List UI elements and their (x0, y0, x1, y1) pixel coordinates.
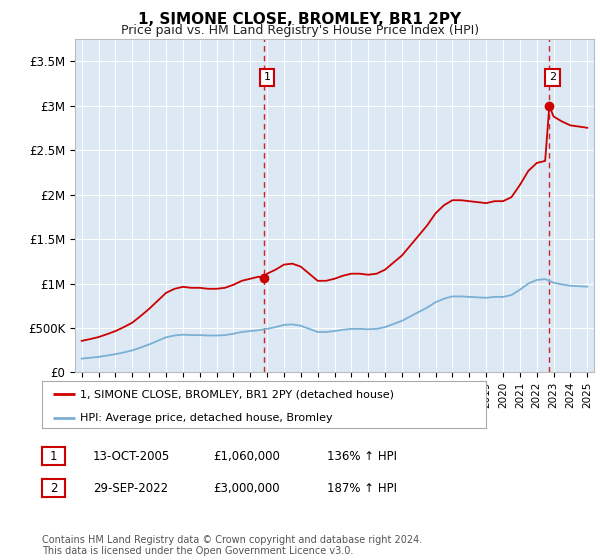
Text: HPI: Average price, detached house, Bromley: HPI: Average price, detached house, Brom… (80, 413, 332, 423)
Text: 1, SIMONE CLOSE, BROMLEY, BR1 2PY (detached house): 1, SIMONE CLOSE, BROMLEY, BR1 2PY (detac… (80, 389, 394, 399)
Text: £1,060,000: £1,060,000 (213, 450, 280, 463)
Text: 13-OCT-2005: 13-OCT-2005 (93, 450, 170, 463)
Text: 2: 2 (50, 482, 57, 495)
Text: 1: 1 (50, 450, 57, 463)
Text: 136% ↑ HPI: 136% ↑ HPI (327, 450, 397, 463)
Text: 29-SEP-2022: 29-SEP-2022 (93, 482, 168, 495)
Text: 2: 2 (549, 72, 556, 82)
Text: 187% ↑ HPI: 187% ↑ HPI (327, 482, 397, 495)
Text: Price paid vs. HM Land Registry's House Price Index (HPI): Price paid vs. HM Land Registry's House … (121, 24, 479, 37)
Text: £3,000,000: £3,000,000 (213, 482, 280, 495)
Text: 1, SIMONE CLOSE, BROMLEY, BR1 2PY: 1, SIMONE CLOSE, BROMLEY, BR1 2PY (139, 12, 461, 27)
Text: 1: 1 (263, 72, 271, 82)
Text: Contains HM Land Registry data © Crown copyright and database right 2024.
This d: Contains HM Land Registry data © Crown c… (42, 535, 422, 557)
